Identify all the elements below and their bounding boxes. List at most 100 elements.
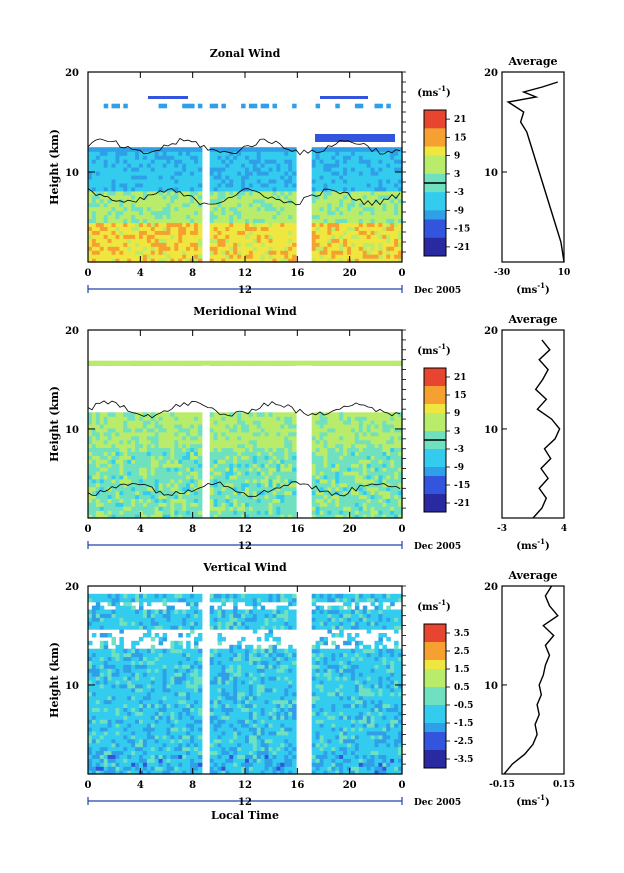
heatmap-cell	[103, 463, 109, 468]
heatmap-cell	[233, 494, 238, 499]
heatmap-cell	[394, 178, 399, 184]
heatmap-cell	[99, 159, 105, 164]
heatmap-cell	[315, 490, 321, 496]
heatmap-cell	[107, 734, 113, 740]
heatmap-cell	[99, 198, 105, 204]
heatmap-cell	[91, 482, 97, 488]
heatmap-cell	[209, 250, 215, 255]
heatmap-cell	[272, 171, 277, 176]
heatmap-cell	[323, 486, 328, 492]
heatmap-cell	[111, 167, 116, 172]
heatmap-cell	[127, 664, 132, 669]
heatmap-cell	[111, 482, 116, 488]
heatmap-cell	[190, 214, 195, 220]
heatmap-cell	[217, 190, 222, 196]
heatmap-cell	[158, 258, 164, 263]
heatmap-cell	[264, 246, 270, 251]
heatmap-cell	[123, 459, 128, 464]
heatmap-cell	[229, 226, 234, 231]
x-tick-label: 12	[238, 524, 252, 535]
heatmap-cell	[386, 250, 391, 255]
heatmap-cell	[186, 230, 191, 235]
heatmap-cell	[292, 159, 297, 164]
heatmap-cell	[88, 506, 93, 511]
heatmap-cell	[209, 447, 215, 452]
heatmap-cell	[99, 151, 105, 156]
heatmap-cell	[111, 435, 116, 441]
heatmap-cell	[248, 420, 254, 425]
heatmap-cell	[146, 258, 152, 263]
heatmap-cell	[272, 147, 277, 152]
heatmap-cell	[146, 210, 152, 216]
heatmap-cell	[351, 230, 356, 235]
heatmap-cell	[398, 182, 403, 188]
heatmap-cell	[170, 246, 175, 251]
heatmap-cell	[256, 159, 262, 164]
heatmap-cell	[142, 447, 148, 452]
heatmap-cell	[158, 424, 164, 429]
heatmap-cell	[311, 455, 317, 460]
heatmap-cell	[217, 242, 222, 247]
heatmap-cell	[229, 230, 234, 235]
heatmap-cell	[135, 420, 140, 425]
heatmap-cell	[131, 463, 136, 468]
heatmap-cell	[91, 664, 97, 669]
heatmap-cell	[95, 687, 101, 693]
heatmap-cell	[276, 238, 281, 243]
heatmap-cell	[362, 474, 368, 480]
heatmap-cell	[248, 506, 254, 511]
heatmap-cell	[351, 218, 356, 224]
profile-xlabel-sup: -1	[537, 281, 545, 290]
heatmap-cell	[103, 242, 109, 247]
heatmap-cell	[374, 486, 379, 492]
heatmap-cell	[398, 202, 403, 208]
heatmap-cell	[319, 206, 325, 212]
heatmap-cell	[260, 206, 266, 212]
heatmap-cell	[358, 416, 364, 421]
heatmap-cell	[197, 490, 203, 496]
heatmap-cell	[146, 443, 152, 449]
heatmap-cell	[237, 258, 242, 263]
heatmap-cell	[245, 238, 250, 243]
heatmap-cell	[347, 463, 352, 468]
heatmap-cell	[280, 222, 285, 227]
heatmap-cell	[288, 494, 293, 499]
heatmap-cell	[237, 171, 242, 176]
heatmap-cell	[119, 652, 124, 658]
heatmap-cell	[123, 754, 128, 759]
heatmap-cell	[370, 447, 376, 452]
heatmap-cell	[327, 471, 332, 476]
heatmap-cell	[99, 609, 105, 614]
heatmap-cell	[158, 230, 164, 235]
heatmap-cell	[319, 171, 325, 176]
heatmap-cell	[158, 506, 164, 511]
heatmap-cell	[88, 447, 93, 452]
heatmap-cell	[288, 167, 293, 172]
heatmap-cell	[174, 435, 179, 441]
heatmap-cell	[319, 510, 325, 515]
heatmap-cell	[319, 474, 325, 480]
heatmap-cell	[248, 234, 254, 239]
heatmap-cell	[182, 506, 187, 511]
heatmap-cell	[115, 644, 120, 650]
heatmap-cell	[264, 254, 270, 259]
heatmap-cell	[111, 648, 116, 654]
heatmap-cell	[315, 474, 321, 480]
heatmap-cell	[358, 514, 364, 519]
heatmap-cell	[217, 435, 222, 441]
heatmap-cell	[292, 478, 297, 484]
heatmap-cell	[347, 238, 352, 243]
heatmap-cell	[107, 609, 113, 614]
heatmap-cell	[358, 190, 364, 196]
x-tick-label: 0	[85, 524, 92, 535]
heatmap-cell	[131, 762, 136, 767]
heatmap-cell	[276, 482, 281, 488]
heatmap-cell	[370, 198, 376, 204]
heatmap-cell	[268, 258, 273, 263]
heatmap-cell	[127, 593, 132, 599]
heatmap-cell	[107, 672, 113, 677]
heatmap-cell	[119, 459, 124, 464]
heatmap-cell	[162, 439, 168, 445]
heatmap-cell	[362, 202, 368, 208]
heatmap-cell	[264, 478, 270, 484]
